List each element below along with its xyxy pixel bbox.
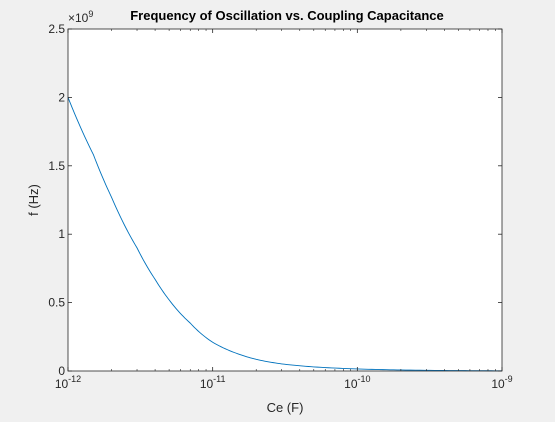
y-tick-label-3: 1.5	[48, 159, 65, 173]
x-tick-label-base-0: 10	[55, 377, 69, 391]
x-tick-label-1: 10-11	[200, 374, 226, 391]
ticks-layer: 10-12 10-11 10-10 10-900.511.522.5	[48, 22, 512, 391]
series-line-0	[67, 97, 503, 372]
y-tick-label-5: 2.5	[48, 22, 65, 36]
x-tick-label-base-3: 10	[491, 377, 505, 391]
x-tick-label-base-2: 10	[344, 377, 358, 391]
x-tick-label-exp-3: -9	[505, 374, 513, 384]
x-tick-label-base-1: 10	[200, 377, 214, 391]
series-layer	[67, 97, 503, 372]
plot-area	[68, 29, 502, 371]
chart-title: Frequency of Oscillation vs. Coupling Ca…	[130, 8, 444, 23]
x-tick-label-2: 10-10	[344, 374, 370, 391]
y-tick-label-0: 0	[58, 364, 65, 378]
y-tick-label-2: 1	[58, 227, 65, 241]
x-tick-label-0: 10-12	[55, 374, 81, 391]
y-tick-label-4: 2	[58, 90, 65, 104]
x-tick-label-exp-0: -12	[68, 374, 81, 384]
x-tick-label-exp-1: -11	[213, 374, 225, 384]
y-axis-label: f (Hz)	[26, 184, 41, 216]
y-exponent-label: ×109	[68, 9, 93, 25]
plot-frame	[67, 28, 503, 372]
x-tick-label-exp-2: -10	[358, 374, 371, 384]
y-exponent-base: ×10	[68, 11, 89, 25]
x-axis-label: Ce (F)	[267, 400, 304, 415]
y-exponent-power: 9	[88, 9, 93, 19]
y-tick-label-1: 0.5	[48, 296, 65, 310]
x-tick-label-3: 10-9	[491, 374, 512, 391]
